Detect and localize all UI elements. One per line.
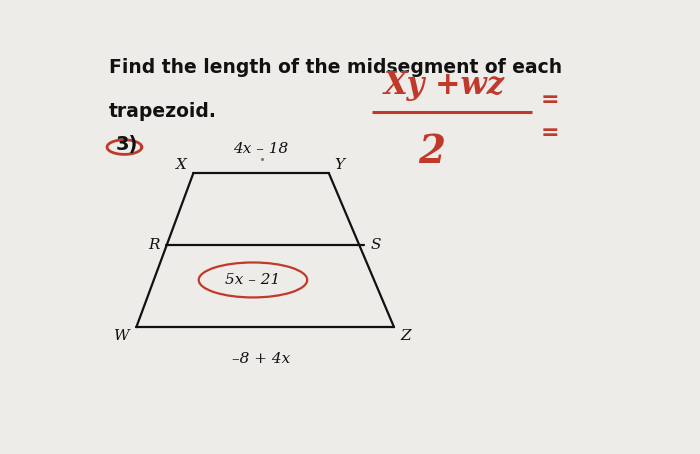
Text: –8 + 4x: –8 + 4x [232, 351, 290, 365]
Text: trapezoid.: trapezoid. [109, 102, 217, 121]
Text: X: X [176, 158, 187, 172]
Text: =: = [540, 123, 559, 143]
Text: 3): 3) [116, 135, 138, 154]
Text: 2: 2 [419, 133, 445, 171]
Text: Z: Z [400, 329, 411, 343]
Text: 4x – 18: 4x – 18 [234, 142, 288, 156]
Text: Y: Y [335, 158, 344, 172]
Text: R: R [148, 238, 160, 252]
Text: W: W [114, 329, 130, 343]
Text: 5x – 21: 5x – 21 [225, 273, 281, 287]
Text: =: = [540, 90, 559, 110]
Text: S: S [371, 238, 382, 252]
Text: Find the length of the midsegment of each: Find the length of the midsegment of eac… [109, 58, 562, 77]
Text: Xy +wz: Xy +wz [383, 70, 504, 101]
